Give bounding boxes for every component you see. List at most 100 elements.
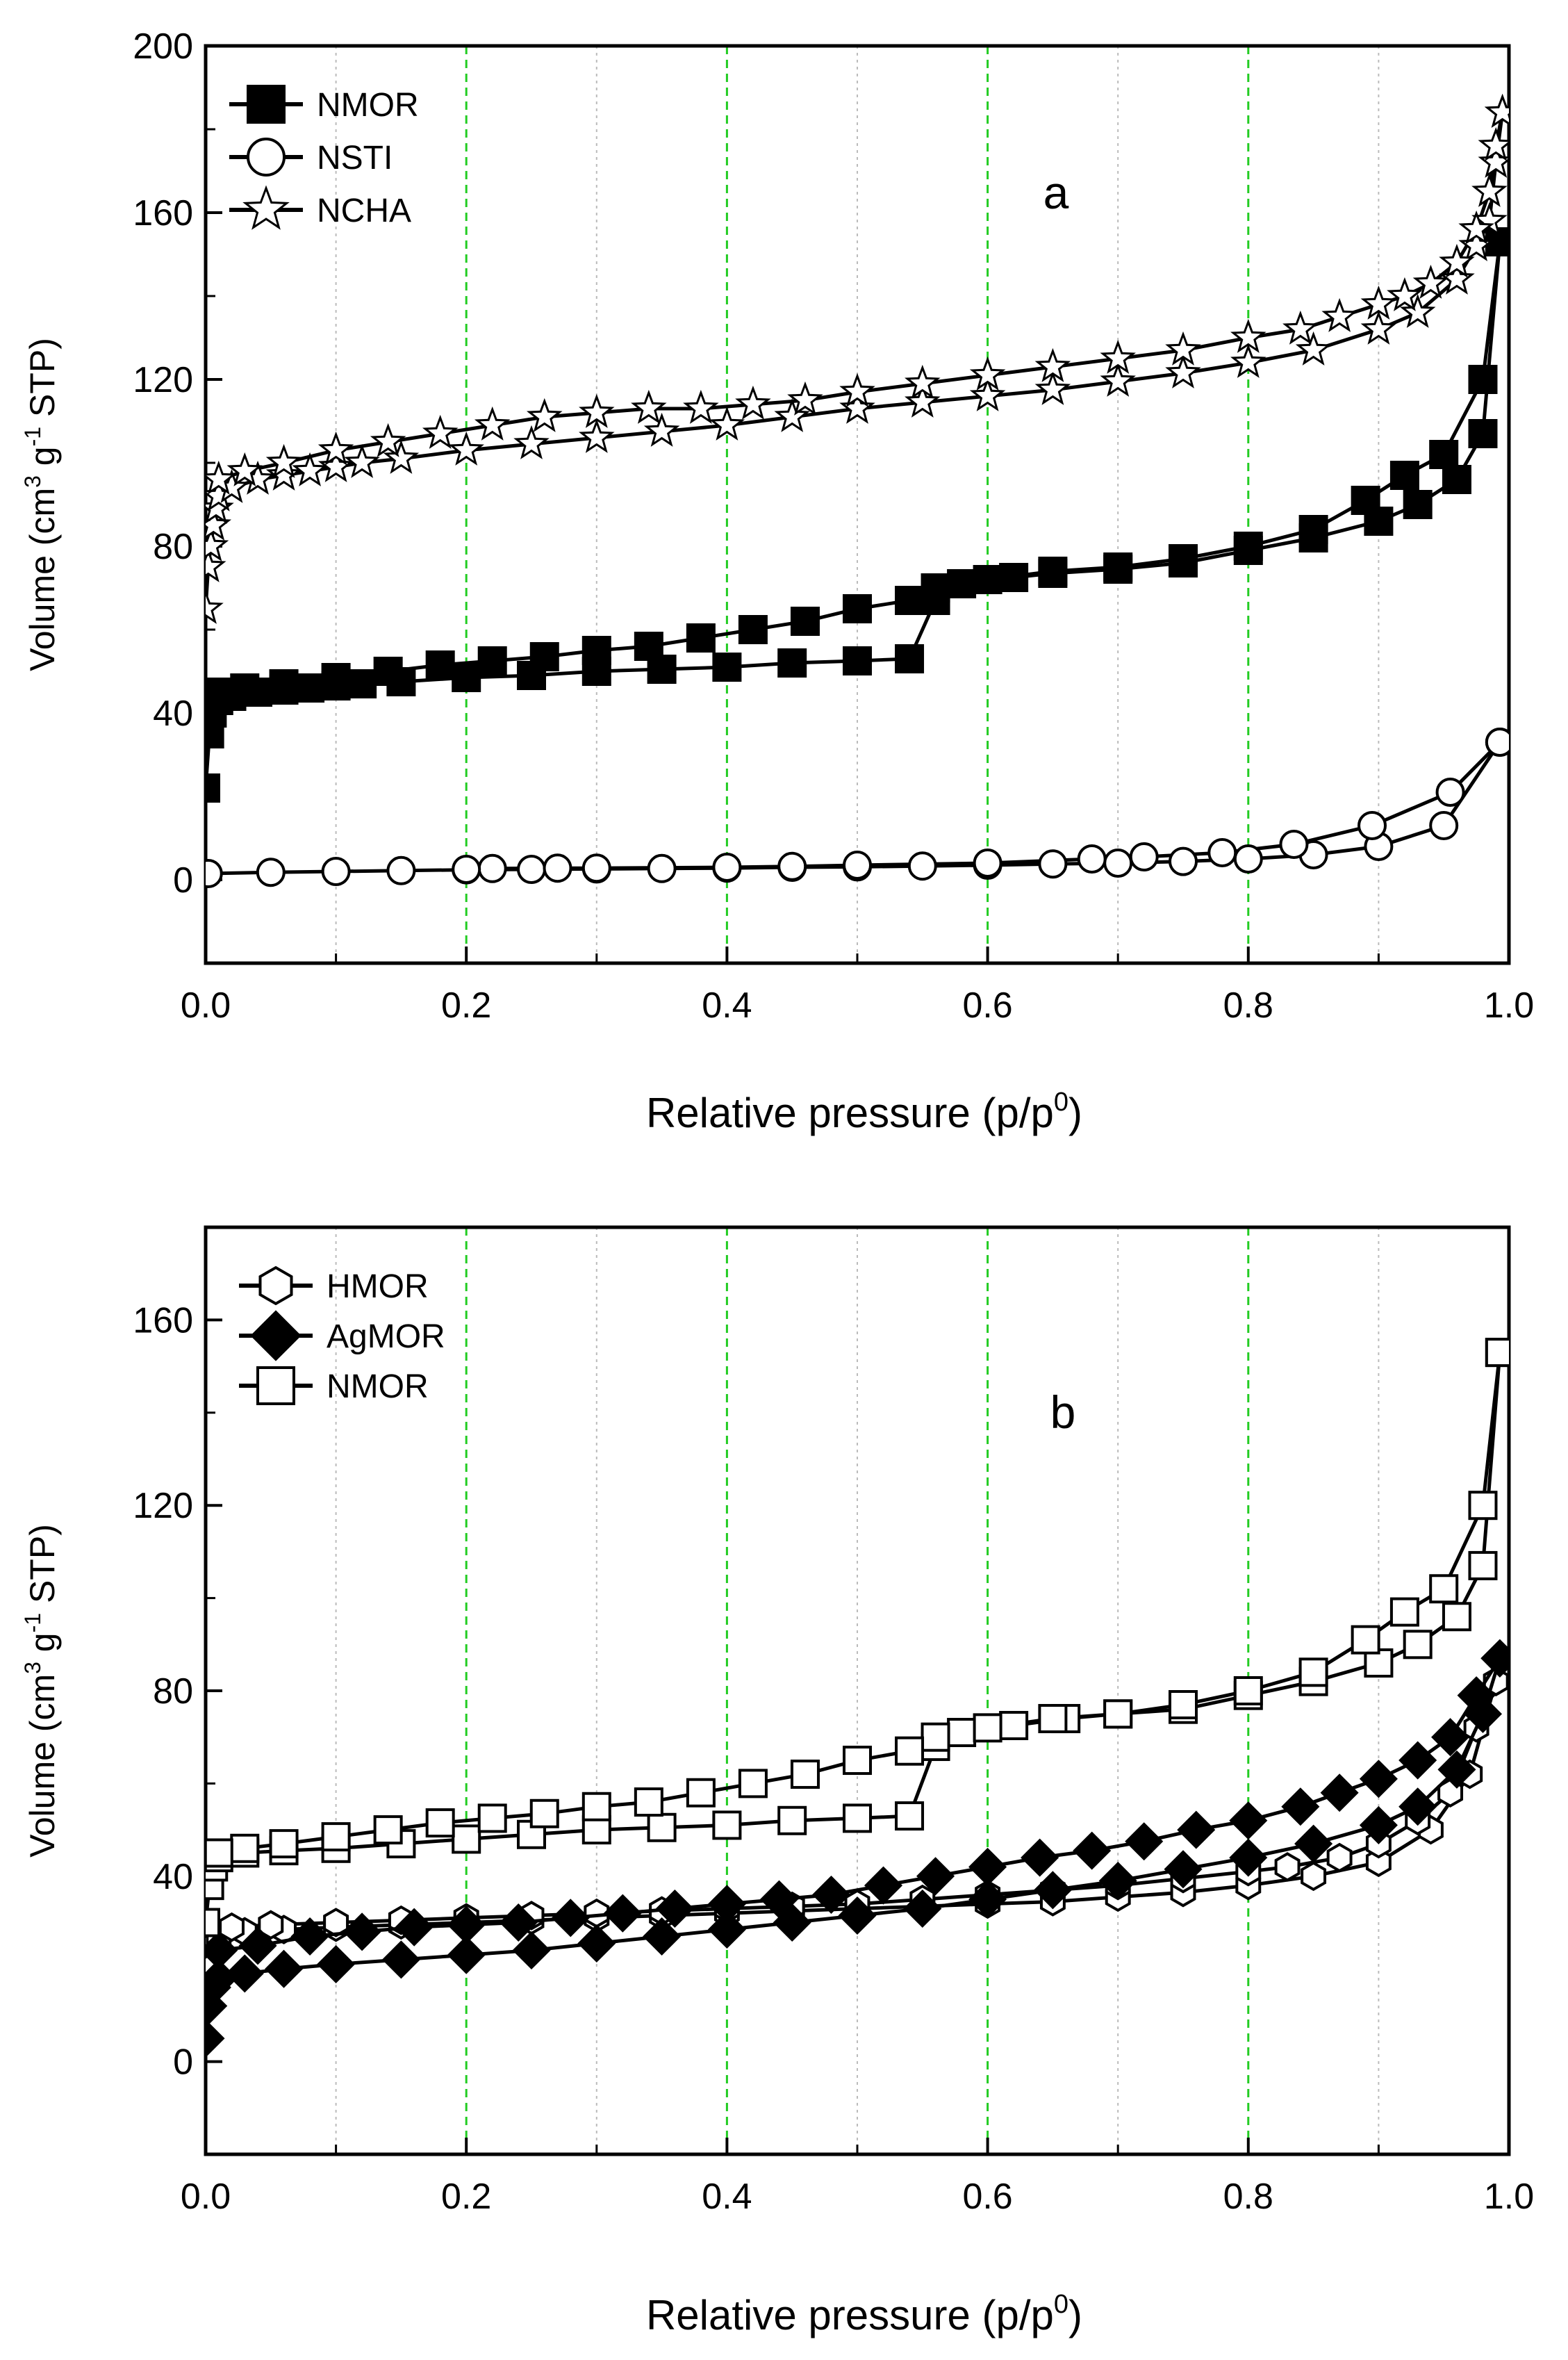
data-point bbox=[655, 1889, 694, 1928]
data-point bbox=[1442, 465, 1471, 494]
data-point bbox=[1034, 347, 1071, 382]
data-point bbox=[1359, 1760, 1398, 1798]
panel-label: b bbox=[1050, 1386, 1076, 1438]
data-point bbox=[579, 393, 615, 428]
data-point bbox=[843, 1746, 872, 1776]
data-point bbox=[735, 385, 771, 420]
data-point bbox=[947, 1718, 977, 1748]
data-point bbox=[1103, 1699, 1133, 1729]
x-tick-label: 0.4 bbox=[702, 985, 752, 1026]
data-point bbox=[1387, 277, 1423, 311]
data-point bbox=[230, 1833, 260, 1863]
plot-area bbox=[206, 1338, 1509, 2058]
data-point bbox=[811, 1875, 851, 1915]
legend-label: HMOR bbox=[327, 1268, 429, 1305]
legend-label: NSTI bbox=[317, 140, 393, 177]
data-point bbox=[1485, 728, 1509, 757]
panel-a: 0.0 0.2 0.4 0.6 0.8 1.0 0 40 80 120 160 200 Relative… bbox=[20, 26, 1534, 1136]
data-point bbox=[647, 1812, 677, 1842]
data-point bbox=[1351, 1625, 1380, 1655]
series-line-desorption bbox=[218, 112, 1505, 482]
data-point bbox=[1233, 844, 1263, 874]
x-tick-label: 1.0 bbox=[1484, 2177, 1534, 2217]
data-point bbox=[529, 642, 559, 671]
data-point bbox=[864, 1866, 903, 1905]
data-point bbox=[1298, 515, 1328, 544]
data-point bbox=[1403, 1630, 1433, 1660]
data-point bbox=[1429, 811, 1459, 840]
data-point bbox=[1125, 1822, 1164, 1861]
data-point bbox=[712, 1810, 742, 1840]
data-point bbox=[1073, 1831, 1112, 1870]
series-line-desorption bbox=[218, 1657, 1502, 1952]
data-point bbox=[1033, 1871, 1072, 1910]
data-point bbox=[603, 1894, 642, 1933]
data-point bbox=[1389, 461, 1419, 490]
data-point bbox=[1437, 1750, 1476, 1789]
data-point bbox=[206, 773, 220, 803]
legend-marker bbox=[247, 85, 286, 124]
data-point bbox=[551, 1899, 590, 1937]
data-point bbox=[1429, 1574, 1459, 1604]
data-point bbox=[206, 678, 233, 707]
y-tick-label: 40 bbox=[153, 694, 193, 734]
x-axis-title: Relative pressure (p/p0) bbox=[646, 1088, 1082, 1136]
data-point bbox=[1298, 1657, 1328, 1687]
data-point bbox=[1326, 1842, 1353, 1873]
data-point bbox=[968, 1880, 1007, 1919]
data-point bbox=[843, 1803, 872, 1833]
data-point bbox=[452, 1824, 481, 1854]
y-tick-label: 160 bbox=[133, 193, 193, 233]
data-point bbox=[265, 443, 302, 478]
data-point bbox=[709, 406, 745, 441]
data-point bbox=[295, 673, 325, 703]
data-point bbox=[370, 423, 406, 457]
x-tick-label: 0.4 bbox=[702, 2177, 752, 2217]
data-point bbox=[1468, 365, 1498, 394]
data-point bbox=[1468, 1550, 1498, 1580]
y-tick-label: 120 bbox=[133, 1486, 193, 1526]
data-point bbox=[265, 456, 302, 491]
data-point bbox=[448, 431, 484, 466]
data-point bbox=[477, 1803, 507, 1833]
data-point bbox=[581, 853, 611, 883]
data-point bbox=[774, 398, 810, 432]
legend-marker bbox=[247, 138, 286, 177]
data-point bbox=[219, 1912, 245, 1942]
data-point bbox=[577, 1924, 616, 1963]
data-point bbox=[452, 663, 481, 692]
data-point bbox=[777, 1805, 807, 1835]
data-point bbox=[425, 1808, 455, 1838]
data-point bbox=[895, 586, 925, 615]
data-point bbox=[903, 1889, 942, 1928]
legend-label: NMOR bbox=[327, 1368, 429, 1405]
data-point bbox=[425, 650, 455, 680]
data-point bbox=[1320, 1773, 1359, 1812]
data-point bbox=[513, 425, 550, 459]
plot-area bbox=[206, 93, 1509, 888]
data-point bbox=[1034, 370, 1071, 405]
data-point bbox=[206, 859, 223, 888]
data-point bbox=[1365, 1847, 1392, 1878]
series-ncha bbox=[206, 93, 1509, 624]
data-point bbox=[1100, 339, 1136, 374]
data-point bbox=[1398, 1741, 1437, 1780]
data-point bbox=[1359, 1805, 1398, 1844]
data-point bbox=[230, 673, 260, 703]
data-point bbox=[947, 569, 977, 598]
data-point bbox=[206, 2019, 225, 2058]
data-point bbox=[422, 414, 459, 449]
data-point bbox=[373, 1815, 403, 1845]
data-point bbox=[206, 1838, 233, 1868]
data-point bbox=[777, 648, 807, 678]
data-point bbox=[1038, 849, 1068, 879]
data-point bbox=[707, 1885, 746, 1924]
data-point bbox=[1468, 419, 1498, 448]
y-tick-label: 40 bbox=[153, 1857, 193, 1897]
legend-label: AgMOR bbox=[327, 1318, 445, 1355]
data-point bbox=[759, 1880, 798, 1919]
data-point bbox=[1103, 552, 1133, 582]
data-point bbox=[238, 1926, 277, 1965]
data-point bbox=[527, 398, 563, 432]
